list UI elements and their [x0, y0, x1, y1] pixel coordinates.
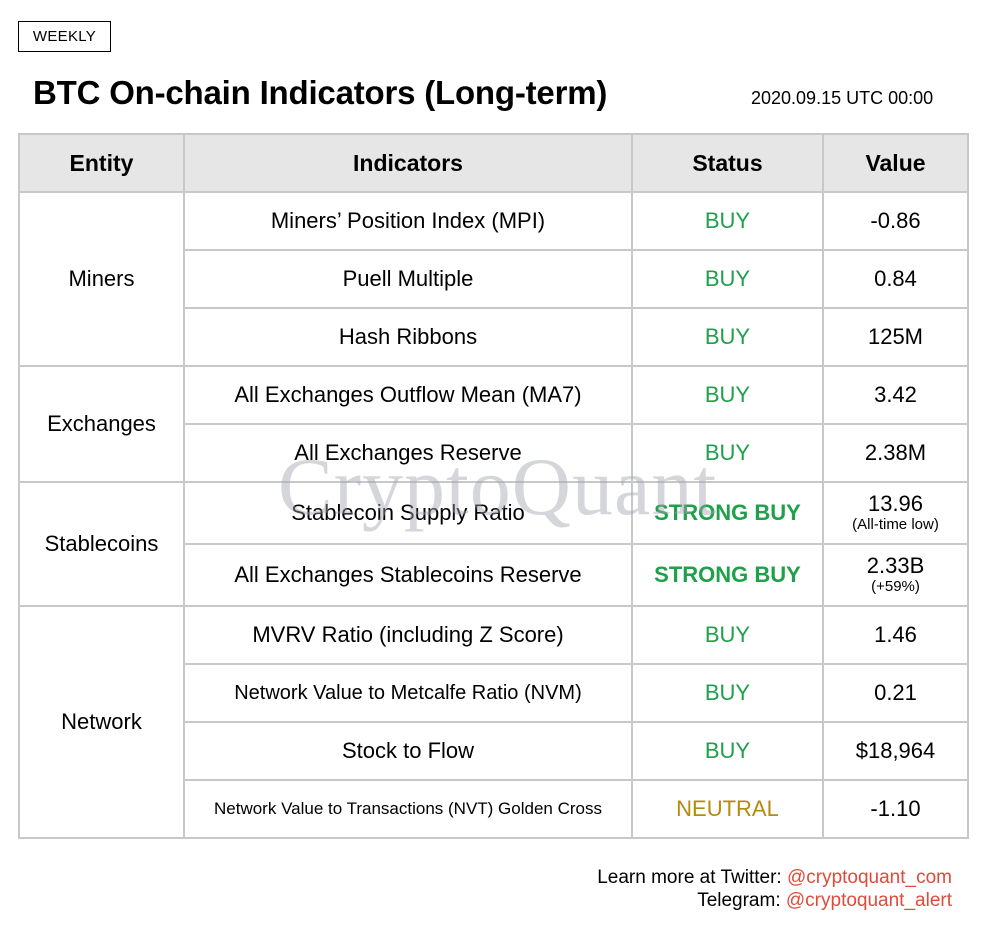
value-cell: 125M: [822, 307, 969, 367]
value-cell: 2.33B (+59%): [822, 543, 969, 607]
status-cell: BUY: [631, 423, 824, 483]
value-cell: -1.10: [822, 779, 969, 839]
footer: Learn more at Twitter: @cryptoquant_com …: [597, 866, 952, 912]
table-row: Network MVRV Ratio (including Z Score) B…: [18, 605, 969, 839]
table-row: Miners Miners’ Position Index (MPI) BUY …: [18, 191, 969, 367]
status-cell: NEUTRAL: [631, 779, 824, 839]
header-entity: Entity: [18, 133, 185, 193]
table-row: Stock to Flow BUY $18,964: [19, 721, 969, 781]
twitter-handle-link[interactable]: @cryptoquant_com: [786, 867, 952, 888]
table-row: All Exchanges Stablecoins Reserve STRONG…: [19, 543, 969, 607]
value-note: (+59%): [871, 578, 920, 595]
indicator-cell: Puell Multiple: [183, 249, 633, 309]
table-row: Puell Multiple BUY 0.84: [19, 249, 969, 309]
footer-telegram-line: Telegram: @cryptoquant_alert: [597, 889, 952, 912]
value-cell: 1.46: [822, 605, 969, 665]
indicator-cell: MVRV Ratio (including Z Score): [183, 605, 633, 665]
entity-miners: Miners: [18, 191, 185, 367]
indicator-cell: Hash Ribbons: [183, 307, 633, 367]
table-row: Network Value to Metcalfe Ratio (NVM) BU…: [19, 663, 969, 723]
entity-exchanges: Exchanges: [18, 365, 185, 483]
status-cell: BUY: [631, 605, 824, 665]
indicator-cell: Miners’ Position Index (MPI): [183, 191, 633, 251]
status-cell: BUY: [631, 721, 824, 781]
value-main: 13.96: [867, 491, 924, 516]
indicator-cell: All Exchanges Reserve: [183, 423, 633, 483]
table-row: Exchanges All Exchanges Outflow Mean (MA…: [18, 365, 969, 483]
indicator-cell: All Exchanges Stablecoins Reserve: [183, 543, 633, 607]
status-cell: STRONG BUY: [631, 543, 824, 607]
header-status: Status: [631, 133, 824, 193]
indicators-table: Entity Indicators Status Value Miners Mi…: [18, 133, 969, 839]
table-header-row: Entity Indicators Status Value: [18, 133, 969, 193]
table-row: Hash Ribbons BUY 125M: [19, 307, 969, 367]
page-title: BTC On-chain Indicators (Long-term): [33, 74, 608, 111]
twitter-label: Learn more at Twitter:: [597, 867, 787, 888]
indicator-cell: All Exchanges Outflow Mean (MA7): [183, 365, 633, 425]
entity-stablecoins: Stablecoins: [18, 481, 185, 607]
telegram-label: Telegram:: [697, 890, 786, 911]
value-cell: 0.21: [822, 663, 969, 723]
header-value: Value: [822, 133, 969, 193]
indicator-cell: Network Value to Transactions (NVT) Gold…: [183, 779, 633, 839]
status-cell: BUY: [631, 365, 824, 425]
header-indicators: Indicators: [183, 133, 633, 193]
status-cell: STRONG BUY: [631, 481, 824, 545]
indicator-cell: Stablecoin Supply Ratio: [183, 481, 633, 545]
value-main: 2.33B: [866, 553, 925, 578]
weekly-badge: WEEKLY: [18, 21, 111, 52]
value-cell: 13.96 (All-time low): [822, 481, 969, 545]
telegram-handle-link[interactable]: @cryptoquant_alert: [785, 890, 952, 911]
table-row: Stablecoins Stablecoin Supply Ratio STRO…: [18, 481, 969, 607]
indicator-cell: Network Value to Metcalfe Ratio (NVM): [183, 663, 633, 723]
value-cell: -0.86: [822, 191, 969, 251]
table-row: All Exchanges Reserve BUY 2.38M: [19, 423, 969, 483]
entity-network: Network: [18, 605, 185, 839]
footer-twitter-line: Learn more at Twitter: @cryptoquant_com: [597, 866, 952, 889]
value-cell: 2.38M: [822, 423, 969, 483]
status-cell: BUY: [631, 249, 824, 309]
status-cell: BUY: [631, 663, 824, 723]
timestamp: 2020.09.15 UTC 00:00: [751, 88, 934, 108]
value-cell: 3.42: [822, 365, 969, 425]
table-row: Network Value to Transactions (NVT) Gold…: [19, 779, 969, 839]
value-cell: 0.84: [822, 249, 969, 309]
status-cell: BUY: [631, 191, 824, 251]
value-cell: $18,964: [822, 721, 969, 781]
value-note: (All-time low): [852, 516, 939, 533]
indicator-cell: Stock to Flow: [183, 721, 633, 781]
status-cell: BUY: [631, 307, 824, 367]
